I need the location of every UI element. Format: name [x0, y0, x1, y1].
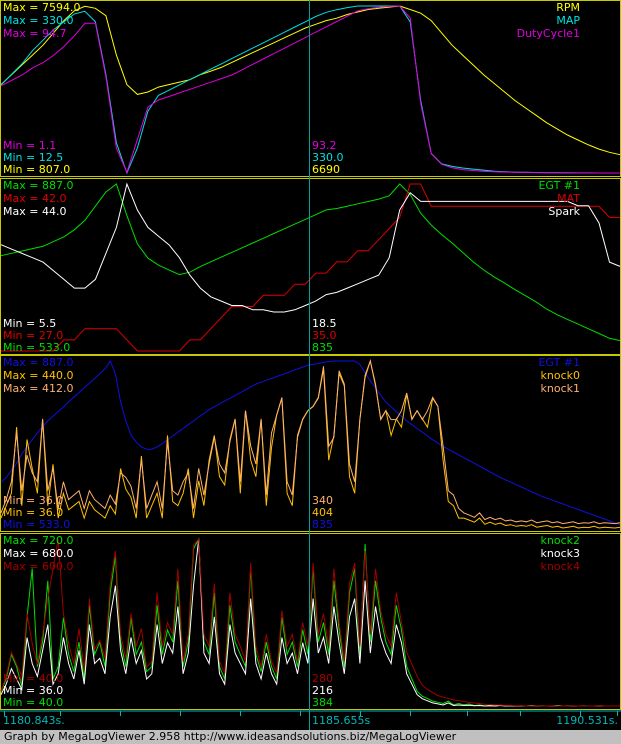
- min-label: Min = 36.0: [3, 684, 63, 697]
- series-name-label: knock2: [541, 534, 581, 547]
- max-label: Max = 440.0: [3, 369, 73, 382]
- series-name-label: knock0: [541, 369, 581, 382]
- max-label: Max = 94.7: [3, 27, 66, 40]
- cursor-value-label: 835: [312, 341, 333, 354]
- min-label: Min = 12.5: [3, 151, 63, 164]
- panel-4[interactable]: Max = 720.0 knock2 Max = 680.0 knock3 Max = …: [0, 533, 621, 710]
- cursor-value-label: 835: [312, 518, 333, 531]
- max-label: Max = 412.0: [3, 382, 73, 395]
- min-label: Min = 40.0: [3, 672, 63, 685]
- min-label: Min = 807.0: [3, 163, 70, 176]
- series-name-label: knock1: [541, 382, 581, 395]
- cursor-value-label: 18.5: [312, 317, 337, 330]
- cursor-value-label: 404: [312, 506, 333, 519]
- series-name-label: MAT: [557, 192, 580, 205]
- time-cursor-label: 1185.655s: [312, 714, 370, 727]
- min-label: Min = 40.0: [3, 696, 63, 709]
- cursor-value-label: 93.2: [312, 139, 337, 152]
- min-label: Min = 36.0: [3, 506, 63, 519]
- max-label: Max = 887.0: [3, 179, 73, 192]
- cursor-value-label: 330.0: [312, 151, 344, 164]
- max-label: Max = 600.0: [3, 560, 73, 573]
- series-line-dutycycle1: [0, 5, 620, 174]
- panel-3[interactable]: Max = 887.0 EGT #1 Max = 440.0 knock0 Max = …: [0, 355, 621, 532]
- series-line-egt-1: [0, 359, 621, 526]
- max-label: Max = 887.0: [3, 356, 73, 369]
- min-label: Min = 533.0: [3, 341, 70, 354]
- series-name-label: Spark: [548, 205, 580, 218]
- cursor-value-label: 280: [312, 672, 333, 685]
- series-name-label: MAP: [556, 14, 580, 27]
- cursor-value-label: 35.0: [312, 329, 337, 342]
- series-line-rpm: [0, 5, 621, 156]
- footer-credit: Graph by MegaLogViewer 2.958 http://www.…: [0, 730, 621, 744]
- max-label: Max = 44.0: [3, 205, 66, 218]
- max-label: Max = 680.0: [3, 547, 73, 560]
- cursor-value-label: 384: [312, 696, 333, 709]
- series-name-label: knock4: [541, 560, 581, 573]
- series-name-label: EGT #1: [538, 356, 580, 369]
- series-name-label: DutyCycle1: [517, 27, 580, 40]
- min-label: Min = 5.5: [3, 317, 56, 330]
- cursor-value-label: 216: [312, 684, 333, 697]
- graph-panels: Max = 7594.0 RPM Max = 330.0 MAP Max = 94.7 D…: [0, 0, 621, 710]
- series-name-label: RPM: [556, 1, 580, 14]
- cursor-value-label: 340: [312, 494, 333, 507]
- cursor-value-label: 6690: [312, 163, 340, 176]
- time-start-label: 1180.843s.: [3, 714, 65, 727]
- max-label: Max = 330.0: [3, 14, 73, 27]
- series-line-knock4: [0, 537, 620, 707]
- series-line-mat: [1, 183, 620, 352]
- series-line-knock1: [0, 359, 621, 525]
- min-label: Min = 533.0: [3, 518, 70, 531]
- series-name-label: knock3: [541, 547, 581, 560]
- series-line-egt-1: [0, 183, 621, 342]
- min-label: Min = 27.0: [3, 329, 63, 342]
- max-label: Max = 720.0: [3, 534, 73, 547]
- series-line-spark: [0, 182, 621, 313]
- time-axis[interactable]: 1180.843s. 1185.655s 1190.531s.: [0, 710, 621, 727]
- min-label: Min = 1.1: [3, 139, 56, 152]
- max-label: Max = 42.0: [3, 192, 66, 205]
- series-name-label: EGT #1: [538, 179, 580, 192]
- min-label: Min = 36.0: [3, 494, 63, 507]
- panel-1[interactable]: Max = 7594.0 RPM Max = 330.0 MAP Max = 94.7 D…: [0, 0, 621, 177]
- max-label: Max = 7594.0: [3, 1, 80, 14]
- time-end-label: 1190.531s.: [556, 714, 618, 727]
- panel-2[interactable]: Max = 887.0 EGT #1 Max = 42.0 MAT Max = 44.0…: [0, 178, 621, 355]
